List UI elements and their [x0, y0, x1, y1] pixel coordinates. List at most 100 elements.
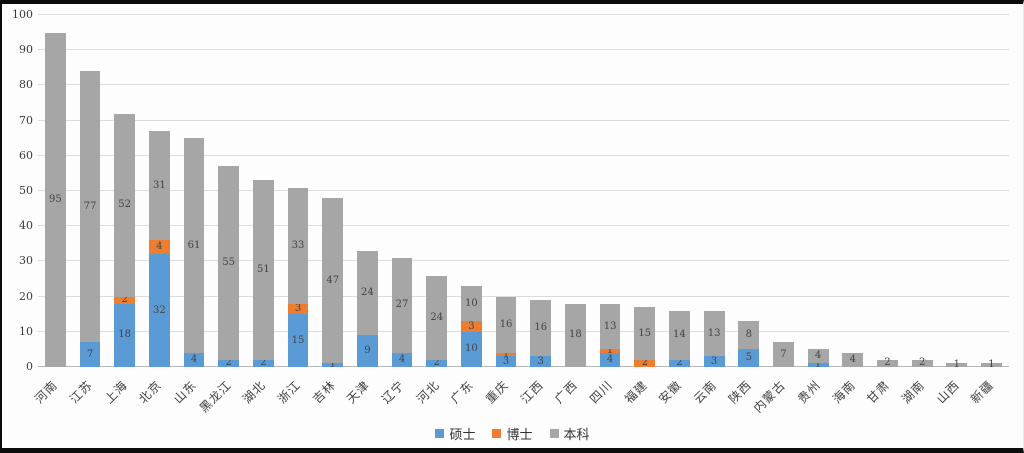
stacked-bar: 2 14	[669, 310, 690, 368]
bar-segment: 15	[634, 307, 656, 360]
bar-value-label: 16	[534, 322, 548, 334]
bar-segment: 52	[114, 113, 136, 297]
bar-segment: 4	[842, 352, 864, 367]
bar-value-label: 3	[294, 302, 302, 314]
bar-value-label: 1	[988, 359, 995, 371]
bar-segment: 10	[461, 331, 482, 367]
stacked-bar: 2 55	[218, 166, 240, 369]
bar-value-label: 55	[222, 257, 236, 269]
bar-cell: 18 2 52	[107, 113, 142, 367]
gridline	[38, 225, 1009, 227]
bar-cell: 9 24	[350, 250, 385, 367]
legend-swatch-icon	[435, 429, 445, 438]
bar-value-label: 61	[187, 239, 201, 251]
y-tick-label: 0	[26, 360, 33, 373]
bar-cell: 2	[905, 358, 940, 368]
bar-cell: 2 51	[246, 180, 281, 368]
bar-segment: 95	[44, 32, 66, 367]
bar-value-label: 1	[953, 359, 960, 371]
bar-value-label: 2	[225, 357, 232, 369]
bar-value-label: 13	[603, 320, 617, 332]
bar-segment: 3	[461, 321, 482, 332]
bar-value-label: 13	[707, 327, 721, 339]
y-tick-label: 100	[12, 8, 33, 21]
bar-segment: 51	[252, 180, 274, 360]
legend-item: 本科	[549, 424, 590, 443]
bar-segment: 2	[911, 358, 933, 368]
bar-value-label: 4	[606, 353, 614, 365]
bar-segment: 2	[877, 358, 898, 368]
stacked-bar: 3 16	[530, 300, 552, 367]
plot-row: 0 10 20 30 40 50 60 70 80 90 100 95 7 77 18 2 52 32 4 31 4 6…	[2, 9, 1009, 373]
bar-segment: 55	[218, 166, 240, 360]
stacked-bar: 7	[773, 342, 794, 367]
bar-value-label: 18	[569, 329, 582, 341]
plot-area: 95 7 77 18 2 52 32 4 31 4 61 2 55 2 51 15 3 33 1 47 9 24 4 27 2 2…	[38, 14, 1009, 371]
bar-value-label: 4	[156, 241, 163, 253]
bar-segment: 77	[79, 71, 101, 343]
bar-segment: 3	[703, 356, 725, 367]
bar-segment: 2	[218, 357, 240, 369]
bar-segment: 4	[807, 349, 829, 364]
stacked-bar: 32 4 31	[148, 131, 170, 367]
stacked-bar: 4	[842, 352, 864, 367]
bar-segment: 24	[356, 250, 378, 336]
stacked-bar: 4 1 13	[599, 303, 621, 367]
bar-cell: 3 16	[523, 300, 558, 367]
bar-segment: 14	[669, 310, 690, 360]
bar-segment: 32	[148, 254, 170, 367]
legend-swatch-icon	[492, 429, 502, 438]
bar-value-label: 2	[433, 357, 440, 369]
gridline	[38, 49, 1009, 51]
bar-value-label: 14	[673, 329, 686, 341]
bar-value-label: 10	[465, 343, 478, 355]
y-tick-label: 10	[19, 324, 33, 338]
bar-segment: 18	[565, 303, 586, 367]
bar-cell: 4 61	[177, 138, 212, 367]
bar-segment: 1	[981, 359, 1002, 371]
stacked-bar: 95	[44, 32, 66, 367]
bar-cell: 4 27	[385, 257, 420, 367]
stacked-bar: 10 3 10	[461, 286, 482, 367]
bar-value-label: 4	[398, 353, 406, 365]
bar-segment: 13	[703, 310, 725, 357]
bar-segment: 4	[183, 352, 205, 367]
bar-value-label: 31	[152, 179, 166, 191]
gridline	[38, 330, 1009, 332]
axis-baseline	[38, 366, 1009, 367]
bar-cell: 3 13	[697, 310, 732, 367]
bar-value-label: 4	[190, 353, 198, 365]
stacked-bar: 4 27	[391, 257, 413, 367]
bar-segment: 3	[530, 356, 552, 367]
bar-segment: 7	[773, 342, 794, 367]
bar-value-label: 15	[291, 334, 305, 346]
bar-segment: 33	[287, 187, 309, 304]
bar-segment: 61	[183, 138, 205, 353]
stacked-bar-chart: 0 10 20 30 40 50 60 70 80 90 100 95 7 77 18 2 52 32 4 31 4 6…	[2, 9, 1023, 443]
stacked-bar: 3 13	[703, 310, 725, 367]
y-tick-label: 70	[19, 113, 33, 127]
bar-segment: 1	[599, 346, 621, 356]
bar-value-label: 10	[465, 297, 478, 309]
bar-cell: 1	[939, 359, 974, 371]
legend-label: 硕士	[449, 428, 476, 443]
bar-segment: 4	[148, 240, 170, 255]
bar-cell: 18	[558, 303, 593, 367]
x-axis: 河南 江苏 上海 北京 山东 黑龙江 湖北 浙江 吉林 天津 辽宁 河北 广东 重庆 江西 广西 四川 福建 安徽云…	[32, 367, 1009, 421]
bar-segment: 16	[495, 296, 517, 353]
stacked-bar: 2	[911, 358, 933, 368]
bar-segment: 2	[426, 357, 448, 369]
stacked-bar: 18	[565, 303, 586, 367]
gridline	[38, 260, 1009, 262]
y-tick-label: 30	[19, 254, 33, 268]
bar-value-label: 47	[326, 274, 340, 286]
y-axis: 0 10 20 30 40 50 60 70 80 90 100	[2, 9, 38, 373]
bar-segment: 47	[322, 198, 344, 364]
stacked-bar: 1 47	[322, 198, 344, 370]
stacked-bar: 7 77	[79, 71, 101, 367]
y-tick-label: 20	[19, 289, 33, 303]
bar-cell: 2 14	[662, 310, 697, 368]
